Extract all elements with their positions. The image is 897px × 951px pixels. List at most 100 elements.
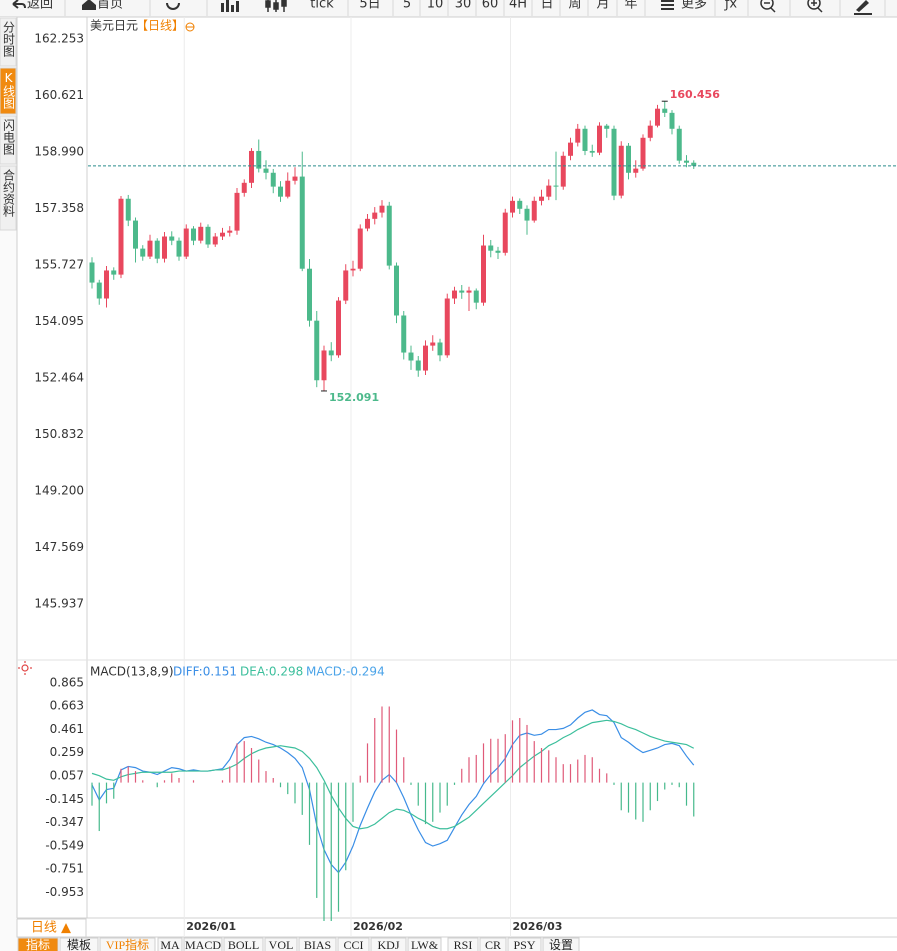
candle-body (336, 300, 341, 356)
indicator-tab[interactable] (264, 937, 298, 951)
y-tick-label: 154.095 (34, 314, 84, 328)
sidebar-tab[interactable] (0, 115, 17, 165)
candle-body (299, 176, 305, 269)
indicator-tab[interactable] (447, 937, 479, 951)
toolbar-button[interactable]: 年 (624, 0, 637, 12)
toolbar-button[interactable]: 日 (540, 0, 553, 12)
zoom-out-icon[interactable] (760, 0, 776, 13)
candle-body (125, 198, 131, 221)
y-tick-label: 158.990 (34, 144, 84, 158)
indicator-tab[interactable] (59, 937, 99, 951)
candle-body (191, 228, 196, 241)
period-button[interactable] (16, 918, 87, 938)
indicator-tab[interactable] (298, 937, 337, 951)
candle-body (444, 298, 450, 356)
indicator-tab-label: PSY (513, 938, 535, 951)
bar-icon[interactable] (221, 0, 239, 12)
more-icon[interactable] (661, 0, 674, 10)
y-tick-label: 162.253 (34, 31, 84, 45)
candle-body (430, 342, 436, 346)
toolbar-button[interactable]: 月 (596, 0, 609, 12)
toolbar-button[interactable]: 更多 (681, 0, 707, 12)
candle-body (278, 186, 283, 197)
sidebar-tab[interactable] (0, 165, 17, 231)
candle-body (626, 145, 631, 173)
toolbar-button[interactable]: 10 (427, 0, 444, 12)
back-icon[interactable] (12, 0, 26, 9)
candle-body (408, 352, 414, 361)
x-tick-label: 2026/03 (513, 920, 563, 933)
indicator-tab[interactable] (479, 937, 507, 951)
indicator-tab[interactable] (223, 937, 264, 951)
indicator-tab[interactable] (337, 937, 370, 951)
toolbar-button[interactable]: 首页 (97, 0, 123, 12)
toolbar-button[interactable]: 返回 (27, 0, 53, 12)
indicator-tab[interactable] (407, 937, 442, 951)
candle-body (89, 262, 95, 283)
macd-line (91, 709, 695, 874)
toolbar-button[interactable]: 周 (568, 0, 581, 12)
indicator-tab[interactable] (99, 937, 156, 951)
y-tick-label: 152.464 (34, 371, 84, 385)
candle-body (104, 270, 109, 299)
indicator-tab[interactable] (17, 937, 59, 951)
chart-title: 美元日元 (90, 19, 138, 33)
pen-icon[interactable] (856, 0, 869, 12)
candle-body (575, 128, 581, 143)
candle-icon[interactable] (265, 0, 287, 12)
toolbar-button[interactable]: 30 (455, 0, 472, 12)
candle-body (488, 245, 494, 251)
candle-body (205, 226, 211, 245)
candle-body (662, 108, 668, 113)
candle-body (539, 196, 544, 201)
candle-body (140, 248, 146, 257)
toolbar-button[interactable]: 5日 (359, 0, 380, 12)
toolbar-dividers (64, 0, 886, 16)
candle-body (684, 160, 689, 163)
add-icon[interactable] (185, 22, 195, 32)
candle-body (691, 162, 697, 166)
home-icon[interactable] (82, 0, 96, 10)
candle-body (437, 342, 443, 356)
macd-title: MACD(13,8,9) (90, 665, 174, 679)
candle-body (307, 268, 312, 321)
toolbar-button[interactable]: 4H (509, 0, 527, 12)
y-tick-label: 0.057 (50, 769, 84, 783)
candle-body (502, 212, 508, 253)
indicator-tab-label: VOL (269, 938, 294, 951)
candle-body (394, 265, 399, 316)
indicator-tab-label: 指标 (26, 937, 50, 951)
sidebar-tab[interactable] (0, 17, 17, 67)
candle-body (176, 240, 182, 257)
y-tick-label: 0.663 (50, 699, 84, 713)
sidebar-tab-label: 合约资料 (2, 168, 16, 217)
candle-body (285, 180, 291, 197)
zoom-in-icon[interactable] (807, 0, 823, 13)
y-tick-label: 149.200 (34, 484, 84, 498)
sidebar-tab[interactable] (0, 67, 17, 115)
candle-body (111, 270, 117, 275)
sidebar-tab-label: 闪电图 (2, 119, 16, 155)
indicator-tab[interactable] (157, 937, 183, 951)
refresh-icon[interactable] (166, 2, 180, 10)
toolbar-button[interactable]: ƒx (724, 0, 738, 12)
indicator-tab[interactable] (507, 937, 542, 951)
y-tick-label: 147.569 (34, 540, 84, 554)
toolbar-button[interactable]: 60 (482, 0, 499, 12)
candle-body (212, 236, 218, 245)
candle-body (647, 125, 653, 138)
candle-body (560, 155, 566, 187)
candle-body (357, 228, 363, 269)
legend-entry: DIFF:0.151 (173, 665, 237, 679)
settings-icon[interactable] (18, 661, 32, 675)
candle-body (517, 200, 523, 209)
indicator-tab-label: VIP指标 (106, 937, 149, 951)
indicator-tab[interactable] (542, 937, 580, 951)
indicator-tab[interactable] (183, 937, 223, 951)
x-tick-label: 2026/01 (186, 920, 236, 933)
toolbar-button[interactable]: tick (310, 0, 334, 12)
candle-body (198, 226, 204, 241)
indicator-tab[interactable] (370, 937, 407, 951)
toolbar-button[interactable]: 5 (403, 0, 411, 12)
